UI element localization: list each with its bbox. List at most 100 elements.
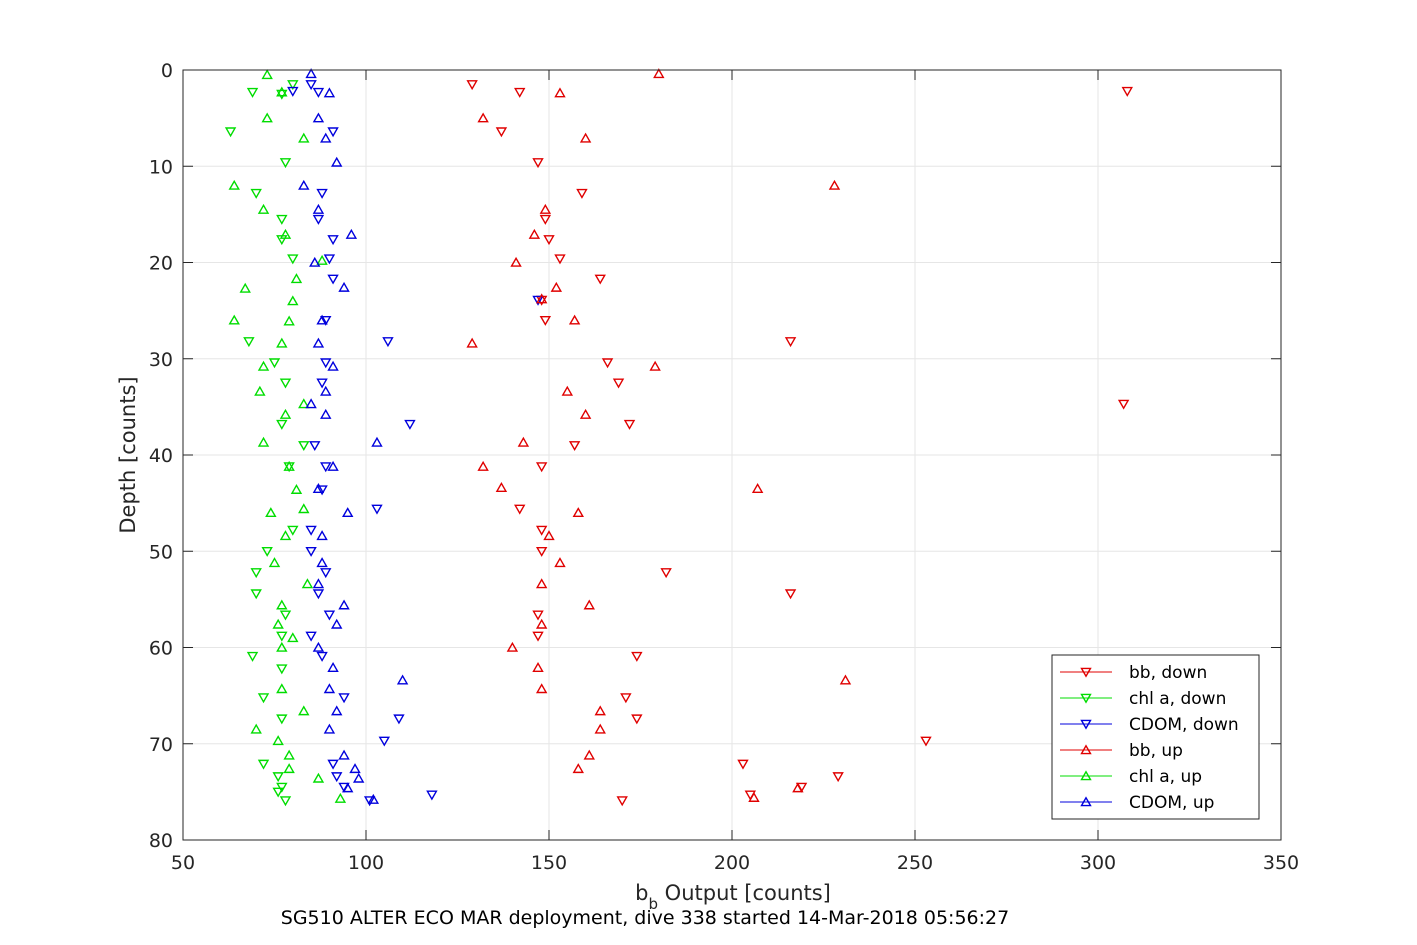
data-point [323, 610, 336, 621]
data-point [276, 664, 288, 675]
series-0 [466, 80, 1133, 807]
data-point [316, 314, 328, 325]
data-point [312, 337, 325, 348]
data-point [327, 460, 339, 471]
data-point [583, 599, 595, 610]
data-point [554, 87, 566, 98]
data-point [272, 787, 284, 798]
data-point [594, 723, 606, 734]
data-point [268, 557, 281, 568]
series-3 [466, 68, 852, 802]
legend: bb, down chl a, down CDOM, down bb, up chl a… [1051, 654, 1260, 820]
data-point [535, 462, 548, 473]
x-axis-label-rest: Output [counts] [658, 881, 831, 905]
data-point [305, 80, 317, 91]
data-point [272, 618, 284, 629]
data-point [309, 441, 321, 452]
data-point [466, 80, 478, 91]
data-point [466, 337, 478, 348]
x-tick-label: 250 [897, 852, 933, 874]
data-point [832, 772, 844, 783]
data-point [1121, 86, 1133, 97]
x-axis-label-main: b [635, 881, 648, 905]
data-point [583, 749, 595, 760]
data-point [737, 759, 749, 770]
data-point [327, 274, 339, 285]
data-point [316, 378, 328, 389]
data-point [616, 796, 628, 807]
data-point [543, 530, 555, 541]
data-point [316, 485, 328, 496]
x-tick-label: 100 [348, 852, 384, 874]
data-point [246, 87, 259, 98]
data-point [554, 254, 566, 265]
data-point [367, 793, 380, 804]
data-point [272, 735, 284, 746]
data-point [393, 714, 405, 725]
legend-label: chl a, up [1129, 767, 1202, 787]
data-point [382, 337, 394, 348]
data-point [279, 158, 292, 169]
data-point [514, 87, 526, 98]
data-point [404, 419, 416, 430]
data-point [276, 599, 288, 610]
data-point [257, 693, 270, 704]
data-point [246, 651, 259, 662]
data-point [320, 385, 332, 396]
data-point [250, 589, 262, 600]
data-point [623, 419, 636, 430]
data-point [517, 436, 530, 447]
data-point [338, 599, 350, 610]
data-point [649, 360, 661, 371]
data-point [298, 441, 310, 452]
data-point [568, 314, 581, 325]
y-tick-label: 40 [149, 445, 173, 467]
data-point [543, 235, 555, 246]
data-point [323, 723, 336, 734]
data-point [539, 214, 552, 225]
legend-label: bb, down [1129, 663, 1207, 683]
data-point [550, 281, 563, 292]
y-tick-label: 50 [149, 541, 173, 563]
data-point [312, 641, 325, 652]
data-point [323, 254, 336, 265]
data-point [268, 358, 281, 369]
data-point [568, 441, 581, 452]
data-point [279, 796, 292, 807]
data-point [261, 546, 273, 557]
data-point [331, 156, 343, 167]
data-point [349, 763, 361, 774]
data-point [320, 132, 332, 143]
x-tick-label: 350 [1263, 852, 1299, 874]
data-point [535, 293, 548, 304]
legend-box [1051, 654, 1260, 820]
data-point [532, 295, 544, 306]
data-point [535, 525, 548, 536]
data-point [279, 408, 292, 419]
data-point [228, 314, 240, 325]
data-point [331, 705, 343, 716]
data-point [287, 525, 299, 536]
data-point [539, 315, 552, 326]
data-point [243, 337, 255, 348]
y-tick-label: 0 [161, 60, 173, 82]
series-4 [228, 69, 347, 803]
data-point [594, 274, 606, 285]
data-point [535, 546, 548, 557]
data-point [601, 358, 614, 369]
data-point [363, 796, 376, 807]
legend-label: CDOM, down [1129, 715, 1239, 735]
data-point [784, 337, 797, 348]
data-point [305, 631, 317, 642]
data-point [305, 546, 317, 557]
data-point [528, 228, 541, 239]
data-point [283, 460, 295, 471]
data-point [784, 589, 797, 600]
data-point [572, 507, 584, 518]
data-point [287, 295, 299, 306]
data-point [327, 759, 339, 770]
data-point [276, 214, 288, 225]
data-point [334, 792, 347, 803]
data-point [298, 503, 310, 514]
